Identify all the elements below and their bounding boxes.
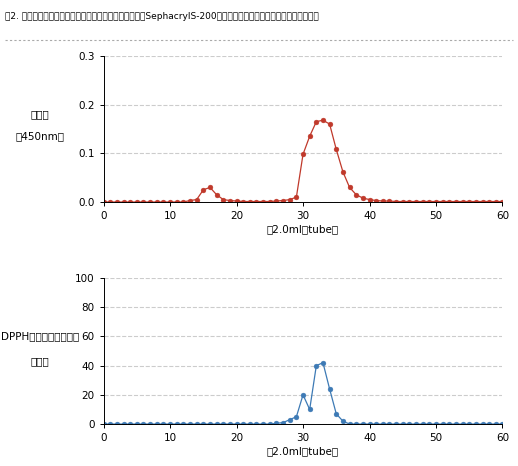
Text: 褐変度: 褐変度 xyxy=(31,110,49,119)
Text: DPPHラジカル消去活性: DPPHラジカル消去活性 xyxy=(1,331,79,342)
Text: 図2. ポテトチップス抽出物におけるメラノイジン画分のSephacrylS-200カラムによる分画およびラジカル消去活性: 図2. ポテトチップス抽出物におけるメラノイジン画分のSephacrylS-20… xyxy=(5,12,319,21)
Text: （％）: （％） xyxy=(31,356,49,366)
X-axis label: （2.0ml／tube）: （2.0ml／tube） xyxy=(267,446,339,456)
Text: （450nm）: （450nm） xyxy=(16,131,64,141)
X-axis label: （2.0ml／tube）: （2.0ml／tube） xyxy=(267,224,339,234)
